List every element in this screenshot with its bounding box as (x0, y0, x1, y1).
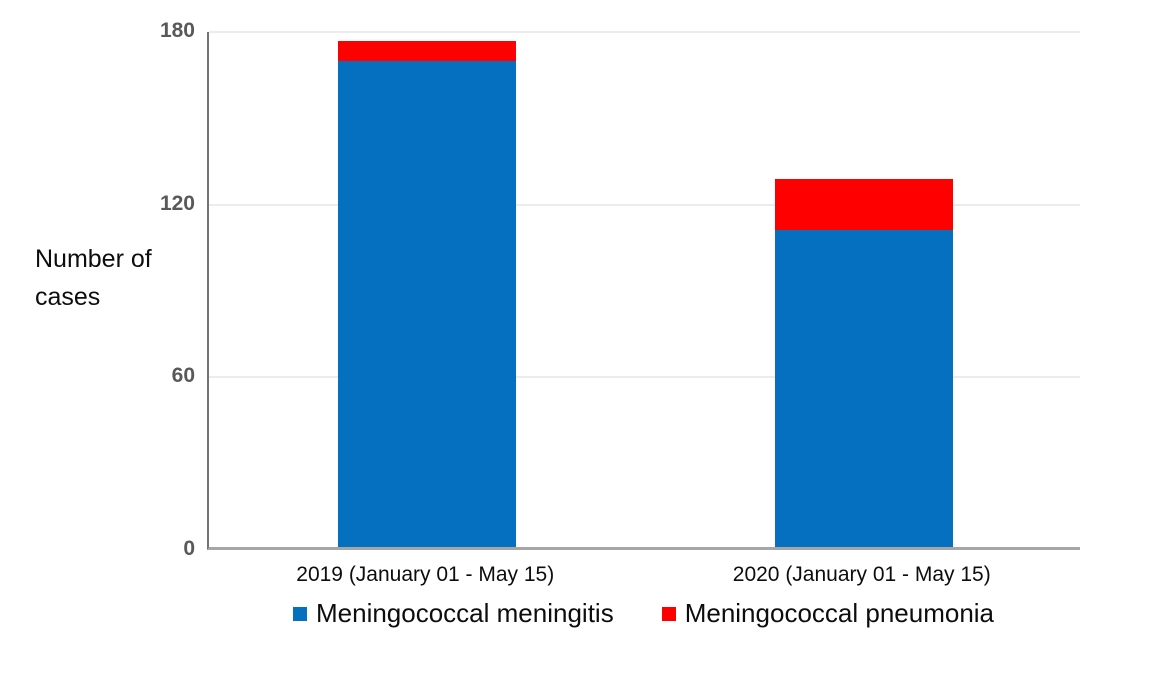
legend-label: Meningococcal pneumonia (684, 598, 995, 628)
legend-swatch-icon (661, 606, 676, 621)
gridline-y-60 (209, 376, 1080, 379)
x-category-label: 2019 (January 01 - May 15) (296, 563, 555, 586)
bar-stack-2019 (338, 40, 517, 547)
x-category-label: 2020 (January 01 - May 15) (732, 563, 991, 586)
y-tick-label-0: 0 (183, 537, 195, 560)
bar-segment-meningococcal-pneumonia (774, 178, 953, 231)
chart-legend: Meningococcal meningitis Meningococcal pn… (207, 598, 1080, 629)
legend-label: Meningococcal meningitis (315, 598, 614, 628)
bar-segment-meningococcal-pneumonia (338, 40, 517, 61)
y-tick-label-60: 60 (171, 364, 195, 388)
gridline-y-120 (209, 203, 1080, 206)
gridline-y-180 (209, 31, 1080, 33)
bar-stack-2020 (774, 178, 953, 547)
bar-segment-meningococcal-meningitis (338, 60, 517, 547)
legend-item: Meningococcal meningitis (292, 598, 614, 629)
y-tick-label-120: 120 (159, 191, 195, 215)
legend-swatch-icon (292, 606, 307, 621)
y-axis-title: Number of cases (35, 245, 152, 311)
y-tick-label-180: 180 (159, 19, 195, 42)
plot-area (207, 31, 1080, 550)
bar-segment-meningococcal-meningitis (774, 230, 953, 547)
legend-item: Meningococcal pneumonia (661, 598, 995, 629)
